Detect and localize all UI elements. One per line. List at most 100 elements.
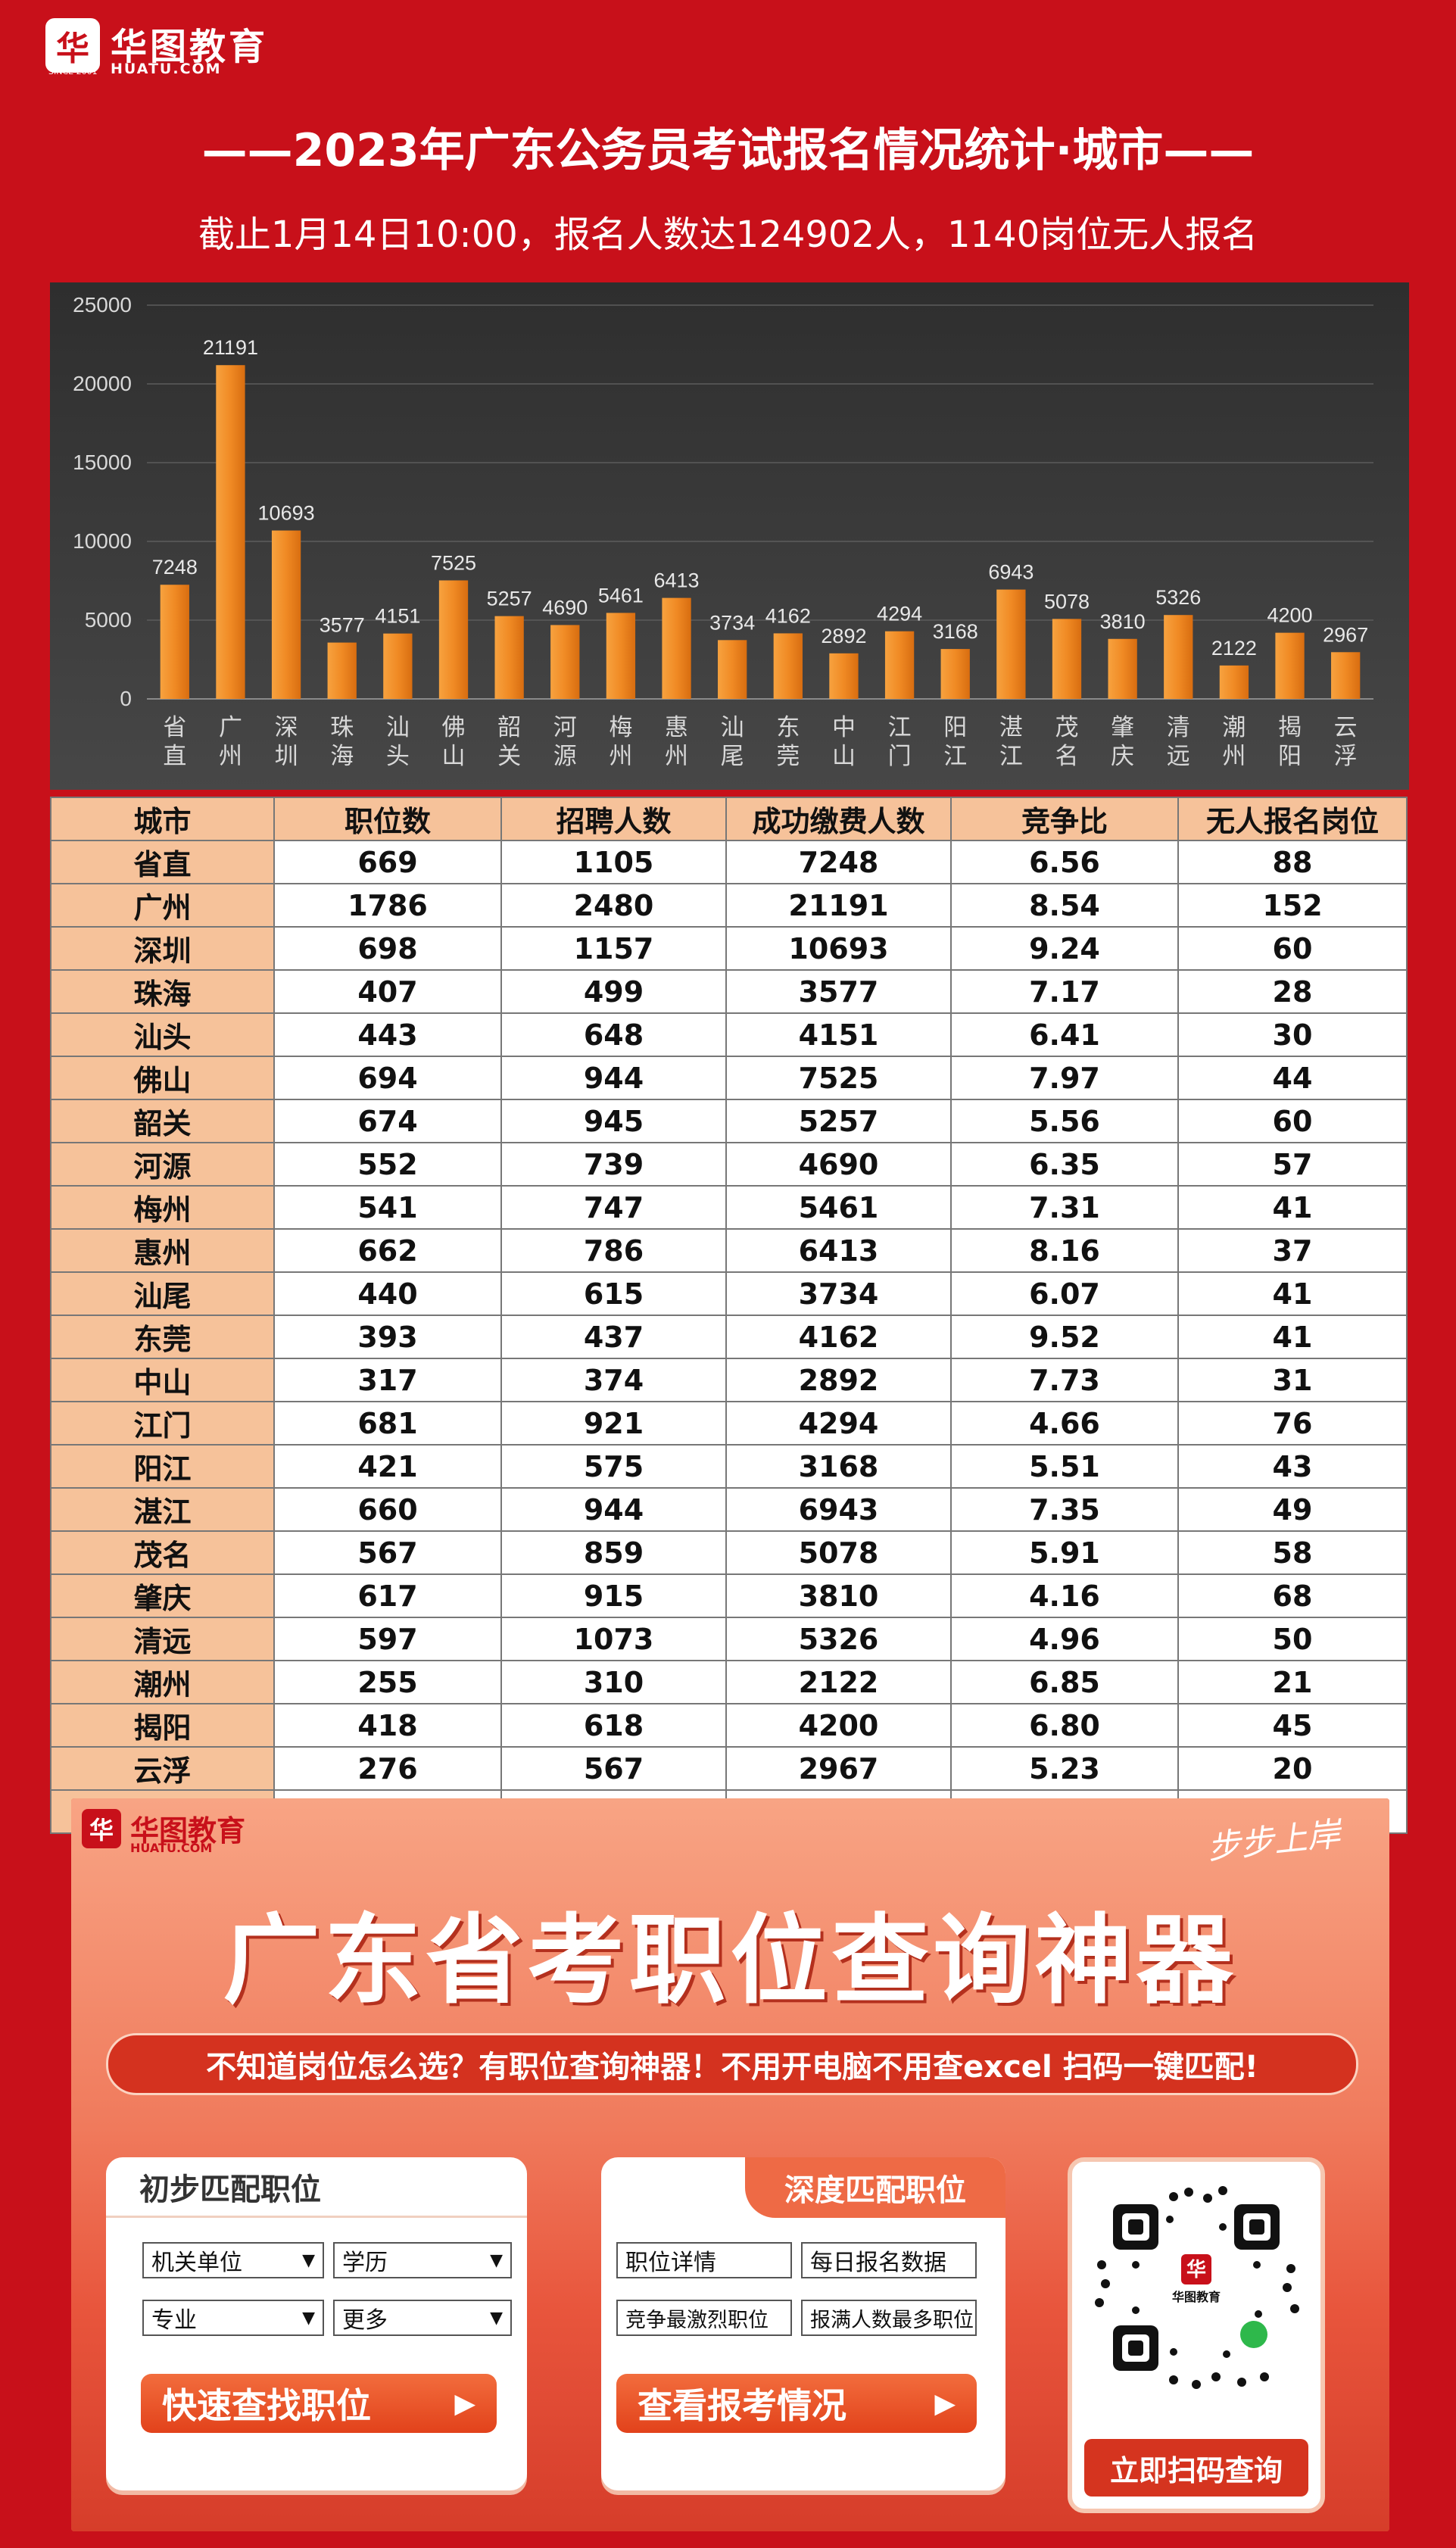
table-row: 阳江 421 575 3168 5.51 43 (50, 1444, 1408, 1489)
table-cell: 21 (1177, 1660, 1408, 1704)
table-cell: 41 (1177, 1315, 1408, 1359)
filter-major-select[interactable]: 专业 ▼ (142, 2300, 324, 2336)
bar (1275, 632, 1305, 699)
table-cell: 552 (273, 1142, 502, 1187)
table-header-cell: 招聘人数 (500, 797, 727, 841)
table-city-cell: 阳江 (50, 1444, 275, 1489)
page-title: ——2023年广东公务员考试报名情况统计·城市—— (201, 124, 1255, 177)
scan-qr-button[interactable]: 立即扫码查询 (1084, 2439, 1308, 2497)
table-row: 东莞 393 437 4162 9.52 41 (50, 1315, 1408, 1359)
table-row: 中山 317 374 2892 7.73 31 (50, 1358, 1408, 1402)
filter-more-select[interactable]: 更多 ▼ (333, 2300, 512, 2336)
deep-match-card: 深度匹配职位 职位详情 每日报名数据 竞争最激烈职位 报满人数最多职位 查看报考… (601, 2157, 1005, 2490)
brand-name: 华图教育 (111, 26, 269, 68)
table-city-cell: 清远 (50, 1617, 275, 1661)
bar (662, 597, 691, 699)
table-header-row: 城市 职位数 招聘人数 成功缴费人数 竞争比 无人报名岗位 (50, 797, 1408, 841)
filter-label: 学历 (342, 2250, 388, 2276)
x-tick-label: 东 (776, 714, 800, 741)
option-most-applicants[interactable]: 报满人数最多职位 (801, 2300, 977, 2336)
table-cell: 6.80 (950, 1703, 1179, 1748)
x-tick-label: 直 (163, 743, 186, 770)
bar (718, 640, 747, 699)
quick-search-button[interactable]: 快速查找职位 ▶ (141, 2374, 497, 2433)
bar-data-label: 7525 (431, 551, 476, 574)
table-city-cell: 广州 (50, 883, 275, 928)
table-cell: 662 (273, 1228, 502, 1273)
option-daily-data[interactable]: 每日报名数据 (801, 2242, 977, 2278)
table-row: 清远 597 1073 5326 4.96 50 (50, 1617, 1408, 1661)
x-tick-label: 茂 (1055, 714, 1079, 741)
x-tick-label: 庆 (1111, 743, 1134, 770)
view-applications-button[interactable]: 查看报考情况 ▶ (616, 2374, 977, 2433)
x-tick-label: 湛 (999, 714, 1023, 741)
table-cell: 567 (273, 1530, 502, 1575)
bar-data-label: 2892 (821, 625, 866, 647)
promo-banner[interactable]: 华 华图教育 HUATU.COM 步步上岸 广东省考职位查询神器 不知道岗位怎么… (71, 1798, 1389, 2531)
table-cell: 60 (1177, 1099, 1408, 1143)
table-city-cell: 茂名 (50, 1530, 275, 1575)
option-label: 职位详情 (625, 2250, 716, 2276)
table-cell: 374 (500, 1358, 727, 1402)
bar (327, 642, 357, 699)
table-cell: 674 (273, 1099, 502, 1143)
table-row: 江门 681 921 4294 4.66 76 (50, 1401, 1408, 1446)
bar-data-label: 4294 (877, 603, 922, 625)
option-label: 报满人数最多职位 (810, 2308, 974, 2332)
table-cell: 437 (500, 1315, 727, 1359)
x-tick-label: 惠 (665, 714, 688, 741)
x-tick-label: 圳 (275, 743, 298, 770)
bar-data-label: 3577 (320, 614, 365, 637)
table-cell: 681 (273, 1401, 502, 1446)
filter-label: 更多 (342, 2307, 388, 2334)
table-header-cell: 成功缴费人数 (725, 797, 952, 841)
bar (773, 633, 803, 699)
table-cell: 2480 (500, 883, 727, 928)
x-tick-label: 关 (497, 743, 521, 770)
filter-education-select[interactable]: 学历 ▼ (333, 2242, 512, 2278)
filter-agency-select[interactable]: 机关单位 ▼ (142, 2242, 324, 2278)
table-cell: 45 (1177, 1703, 1408, 1748)
table-cell: 5.23 (950, 1746, 1179, 1791)
table-row: 深圳 698 1157 10693 9.24 60 (50, 926, 1408, 971)
table-row: 梅州 541 747 5461 7.31 41 (50, 1185, 1408, 1230)
table-city-cell: 中山 (50, 1358, 275, 1402)
bar (438, 580, 469, 699)
table-row: 河源 552 739 4690 6.35 57 (50, 1142, 1408, 1187)
x-tick-label: 韶 (497, 714, 521, 741)
table-cell: 541 (273, 1185, 502, 1230)
brand-logo-icon: 华 (45, 18, 100, 73)
quick-search-label: 快速查找职位 (162, 2385, 371, 2426)
table-cell: 5.91 (950, 1530, 1179, 1575)
table-cell: 317 (273, 1358, 502, 1402)
option-most-competitive[interactable]: 竞争最激烈职位 (616, 2300, 792, 2336)
bar-data-label: 5326 (1155, 586, 1201, 609)
table-city-cell: 梅州 (50, 1185, 275, 1230)
table-cell: 567 (500, 1746, 727, 1791)
table-city-cell: 省直 (50, 840, 275, 884)
table-cell: 694 (273, 1056, 502, 1100)
table-cell: 28 (1177, 969, 1408, 1014)
table-row: 揭阳 418 618 4200 6.80 45 (50, 1703, 1408, 1748)
chevron-down-icon: ▼ (490, 2308, 503, 2328)
qr-logo-glyph: 华 (1186, 2258, 1206, 2281)
bar-data-label: 6943 (988, 561, 1034, 584)
table-cell: 5.56 (950, 1099, 1179, 1143)
table-cell: 421 (273, 1444, 502, 1489)
table-city-cell: 潮州 (50, 1660, 275, 1704)
banner-brand-url: HUATU.COM (130, 1841, 213, 1855)
x-tick-label: 潮 (1222, 714, 1246, 741)
x-tick-label: 州 (609, 743, 632, 770)
table-cell: 44 (1177, 1056, 1408, 1100)
table-city-cell: 韶关 (50, 1099, 275, 1143)
qr-code-icon[interactable]: 华 华图教育 (1083, 2174, 1310, 2401)
option-job-details[interactable]: 职位详情 (616, 2242, 792, 2278)
bar-data-label: 4151 (375, 605, 420, 628)
table-cell: 2892 (725, 1358, 952, 1402)
table-cell: 443 (273, 1012, 502, 1057)
x-tick-label: 佛 (442, 714, 466, 741)
x-tick-label: 省 (163, 714, 186, 741)
bar (550, 625, 580, 699)
table-cell: 6.35 (950, 1142, 1179, 1187)
x-tick-label: 州 (665, 743, 688, 770)
